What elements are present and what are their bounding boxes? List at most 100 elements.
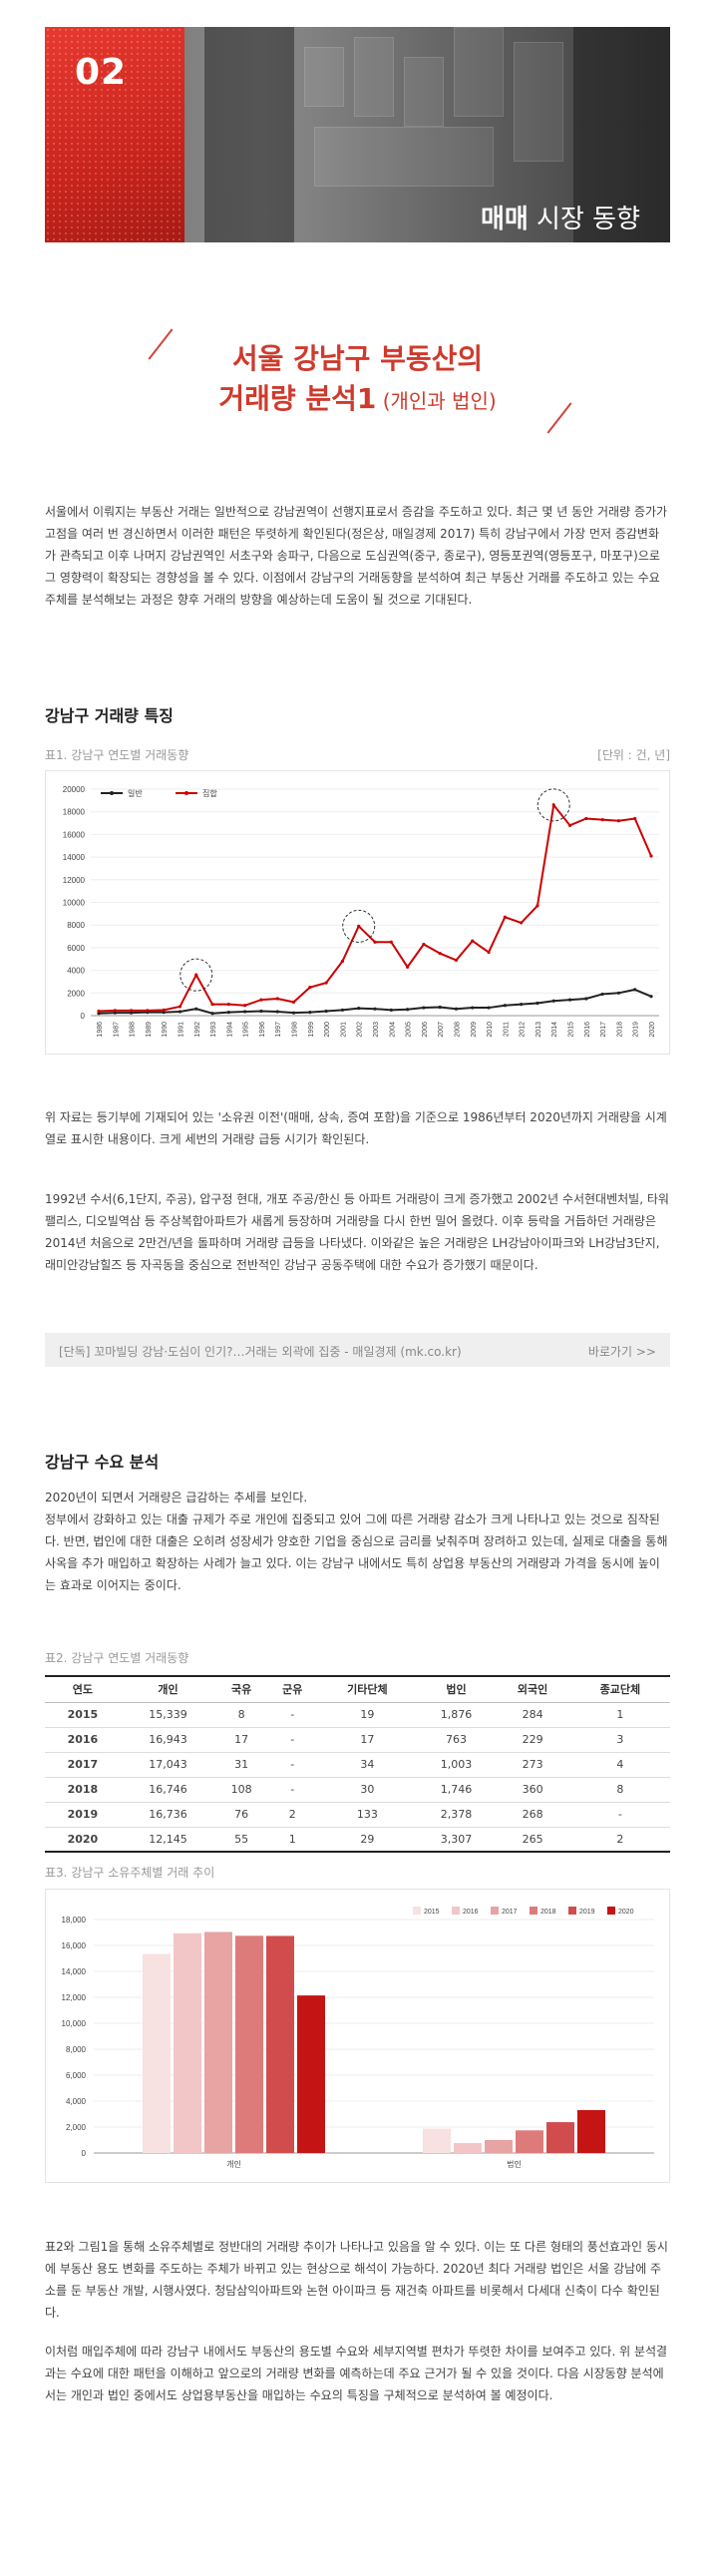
table-cell: 3,307: [417, 1827, 496, 1853]
y-tick-label: 6000: [67, 944, 85, 953]
data-point: [275, 1010, 279, 1014]
legend-swatch: [413, 1907, 421, 1915]
data-point: [308, 1010, 312, 1015]
news-link-box[interactable]: [단독] 꼬마빌딩 강남·도심이 인기?…거래는 외곽에 집중 - 매일경제 (…: [45, 1333, 670, 1367]
banner-building-shadow: [573, 27, 670, 242]
y-tick-label: 2000: [67, 989, 85, 998]
table-cell: 31: [215, 1752, 268, 1778]
table-cell: 16,746: [120, 1777, 216, 1803]
table-cell: 30: [317, 1777, 418, 1803]
table-cell: 2015: [45, 1702, 121, 1728]
y-tick-label: 0: [82, 2149, 87, 2158]
chart1-unit: [단위 : 건, 년]: [597, 748, 670, 762]
table-cell: 29: [317, 1827, 418, 1853]
table-cell: 1: [267, 1827, 318, 1853]
y-tick-label: 4,000: [66, 2097, 87, 2106]
y-tick-label: 8,000: [66, 2045, 87, 2054]
y-tick-label: 14000: [63, 853, 86, 862]
y-tick-label: 4000: [67, 967, 85, 976]
data-point: [600, 992, 604, 997]
data-point: [275, 997, 279, 1001]
table-cell: 1,876: [417, 1702, 496, 1728]
table-cell: 229: [495, 1727, 570, 1753]
table-header-cell: 연도: [45, 1675, 121, 1703]
news-link-text[interactable]: [단독] 꼬마빌딩 강남·도심이 인기?…거래는 외곽에 집중 - 매일경제 (…: [59, 1345, 462, 1359]
data-point: [340, 1008, 345, 1012]
bar-chart: 0 2,000 4,000 6,000 8,000 10,000 12,000 14,000 1…: [62, 1907, 654, 2169]
table-header-cell: 법인: [417, 1675, 496, 1703]
bar: [577, 2110, 605, 2153]
table-row: 2020 12,145 55 1 29 3,307 265 2: [45, 1827, 670, 1853]
highlight-circle: [536, 788, 570, 822]
x-tick-label: 2001: [340, 1022, 347, 1038]
banner-red-block: [45, 27, 184, 242]
x-tick-label: 2019: [633, 1022, 640, 1038]
series-line-1: [98, 802, 652, 1013]
table-cell: 15,339: [120, 1702, 216, 1728]
table-cell: 2020: [45, 1827, 121, 1853]
data-point: [113, 1011, 117, 1015]
banner-window: [354, 37, 394, 117]
x-tick-label: 2000: [324, 1022, 331, 1038]
bar: [174, 1932, 201, 2153]
table-cell: 17: [215, 1727, 268, 1753]
news-link-go[interactable]: 바로가기 >>: [587, 1345, 656, 1359]
data-point: [373, 1007, 377, 1011]
banner-title-bold: 매매: [480, 205, 529, 234]
x-tick-label: 2014: [551, 1022, 558, 1038]
data-point: [405, 1008, 410, 1012]
data-point: [97, 1009, 101, 1014]
y-tick-label: 12,000: [62, 1993, 87, 2002]
x-tick-label: 1996: [259, 1022, 266, 1038]
data-point: [487, 1006, 491, 1010]
data-point: [551, 803, 555, 807]
section1-paragraph2: 1992년 수서(6,1단지, 주공), 압구정 현대, 개포 주공/한신 등 …: [45, 1192, 669, 1272]
x-category-label: 법인: [507, 2159, 522, 2169]
table-cell: -: [267, 1777, 318, 1803]
data-point: [520, 1003, 524, 1007]
legend-swatch: [530, 1907, 537, 1915]
table-cell: 19: [317, 1702, 418, 1728]
table-cell: 2016: [45, 1727, 121, 1753]
x-tick-label: 2011: [503, 1022, 510, 1037]
y-tick-label: 18,000: [62, 1916, 87, 1925]
table-row: 2018 16,746 108-30 1,746 360 8: [45, 1777, 670, 1803]
banner-window: [304, 47, 344, 107]
data-point: [210, 1003, 214, 1007]
x-tick-label: 2008: [454, 1022, 461, 1038]
y-tick-label: 6,000: [66, 2071, 87, 2080]
heading-line1: 서울 강남구 부동산의: [231, 342, 484, 375]
data-point: [178, 1005, 182, 1009]
data-point: [536, 904, 539, 908]
y-tick-label: 16,000: [62, 1941, 87, 1950]
highlight-circle: [342, 909, 376, 943]
intro-paragraph: 서울에서 이뤄지는 부동산 거래는 일반적으로 강남권역이 선행지표로서 증감을…: [45, 505, 668, 607]
table-cell: 265: [495, 1827, 570, 1853]
data-point: [210, 1012, 214, 1016]
table-cell: 4: [569, 1752, 670, 1778]
table-header-cell: 외국인: [495, 1675, 570, 1703]
table-cell: 8: [569, 1777, 670, 1803]
x-tick-label: 1993: [210, 1022, 217, 1038]
x-tick-label: 1988: [130, 1022, 137, 1038]
y-tick-label: 18000: [63, 808, 86, 817]
legend-label: 2017: [502, 1909, 518, 1916]
data-point: [291, 1011, 296, 1015]
x-tick-label: 2018: [616, 1022, 623, 1038]
bar: [204, 1932, 232, 2153]
data-point: [649, 854, 653, 858]
data-point: [567, 823, 572, 827]
table-cell: 1: [569, 1702, 670, 1728]
x-tick-label: 1998: [292, 1022, 299, 1038]
table-cell: 284: [495, 1702, 570, 1728]
data-point: [340, 959, 345, 964]
banner-number: 02: [75, 52, 128, 93]
legend-swatch: [607, 1907, 615, 1915]
y-tick-label: 20000: [63, 785, 86, 794]
table-cell: 2019: [45, 1802, 121, 1828]
legend-label: 2016: [463, 1909, 479, 1916]
table-header-cell: 종교단체: [569, 1675, 670, 1703]
data-point: [600, 818, 604, 822]
table-header-cell: 국유: [215, 1675, 268, 1703]
chart2-caption: 표3. 강남구 소유주체별 거래 추이: [45, 1866, 215, 1880]
